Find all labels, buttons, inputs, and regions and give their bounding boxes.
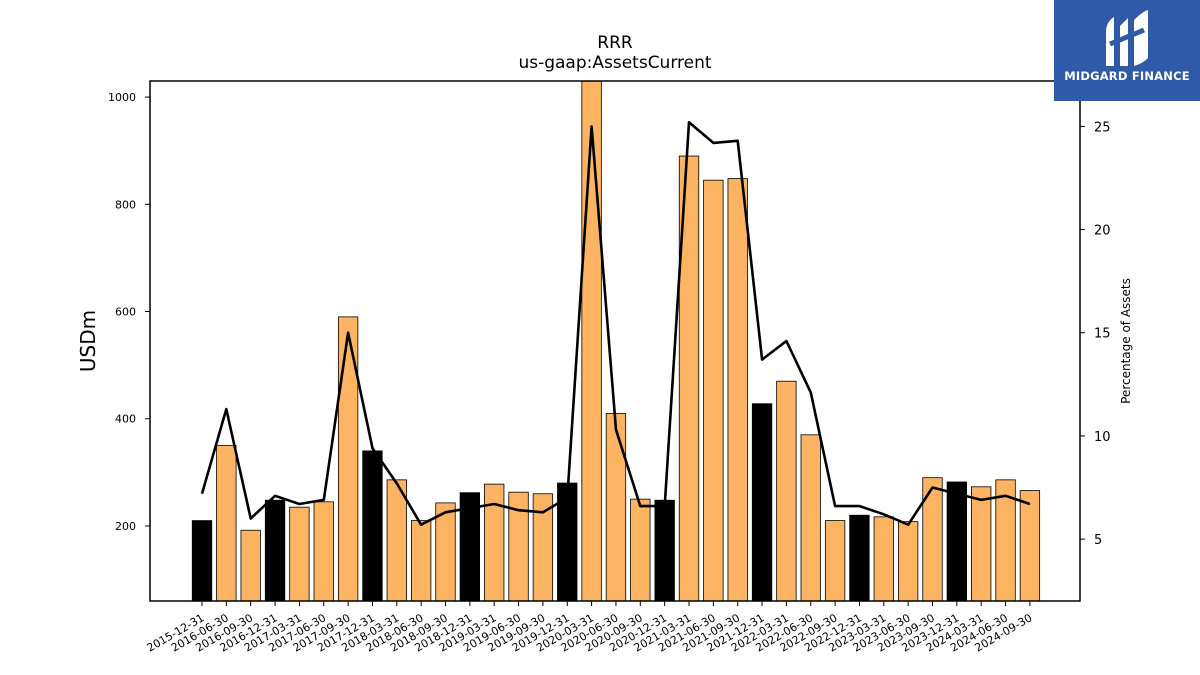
chart-subtitle: us-gaap:AssetsCurrent bbox=[518, 53, 711, 73]
bar-2022-09-30 bbox=[824, 520, 846, 602]
bar-2018-03-31 bbox=[386, 479, 407, 602]
bar-2024-09-30 bbox=[1019, 490, 1041, 602]
bar-2023-12-31 bbox=[946, 481, 967, 602]
bar-2017-06-30 bbox=[313, 501, 334, 602]
y-axis-right: 5 10 15 20 25 bbox=[1080, 120, 1111, 548]
bar-2022-03-31 bbox=[776, 380, 797, 602]
y-axis-label: USDm bbox=[76, 310, 100, 372]
bar-2020-09-30 bbox=[630, 498, 651, 602]
bar-2017-03-31 bbox=[289, 506, 310, 602]
bar-2020-12-31 bbox=[654, 499, 675, 602]
bars-group bbox=[191, 80, 1041, 602]
bar-2015-12-31 bbox=[191, 520, 213, 602]
y-tick-label: 1000 bbox=[108, 91, 136, 104]
bar-2019-09-30 bbox=[532, 493, 554, 602]
bar-2020-06-30 bbox=[605, 412, 627, 602]
y2-axis-label: Percentage of Assets bbox=[1119, 278, 1133, 404]
bar-2022-12-31 bbox=[849, 514, 870, 602]
bar-2021-09-30 bbox=[727, 178, 748, 602]
y2-tick-label: 25 bbox=[1094, 120, 1111, 135]
y-tick-label: 200 bbox=[115, 520, 136, 533]
bar-2023-06-30 bbox=[898, 521, 919, 602]
line-group bbox=[200, 121, 1031, 527]
y2-tick-label: 10 bbox=[1094, 430, 1111, 445]
bar-2024-03-31 bbox=[971, 486, 992, 602]
bar-2017-12-31 bbox=[362, 450, 383, 602]
bar-2016-12-31 bbox=[264, 499, 286, 602]
y-tick-label: 600 bbox=[115, 306, 136, 319]
y-tick-label: 800 bbox=[115, 198, 136, 211]
bar-2023-03-31 bbox=[873, 516, 894, 602]
bar-2018-09-30 bbox=[435, 502, 456, 602]
percentage-line bbox=[200, 121, 1031, 527]
y2-tick-label: 5 bbox=[1094, 533, 1102, 548]
y-axis-left: 200 400 600 800 1000 bbox=[108, 91, 150, 533]
y2-tick-label: 15 bbox=[1094, 327, 1111, 342]
logo: MIDGARD FINANCE bbox=[1054, 0, 1200, 101]
y-tick-label: 400 bbox=[115, 413, 136, 426]
x-axis: 2015-12-312016-06-302016-09-302016-12-31… bbox=[145, 601, 1034, 655]
bar-2020-03-31 bbox=[581, 80, 602, 602]
bar-2021-12-31 bbox=[751, 403, 773, 602]
plot-frame bbox=[149, 80, 1081, 602]
bar-2016-06-30 bbox=[216, 445, 237, 602]
bar-2016-09-30 bbox=[240, 529, 261, 602]
logo-mark-icon bbox=[1106, 10, 1148, 66]
bar-2022-06-30 bbox=[800, 434, 821, 602]
bar-2021-06-30 bbox=[703, 179, 724, 602]
bar-2019-03-31 bbox=[484, 483, 505, 602]
bar-2018-06-30 bbox=[410, 520, 432, 602]
logo-text: MIDGARD FINANCE bbox=[1064, 69, 1190, 83]
chart-title: RRR bbox=[597, 33, 633, 53]
y2-tick-label: 20 bbox=[1094, 224, 1111, 239]
